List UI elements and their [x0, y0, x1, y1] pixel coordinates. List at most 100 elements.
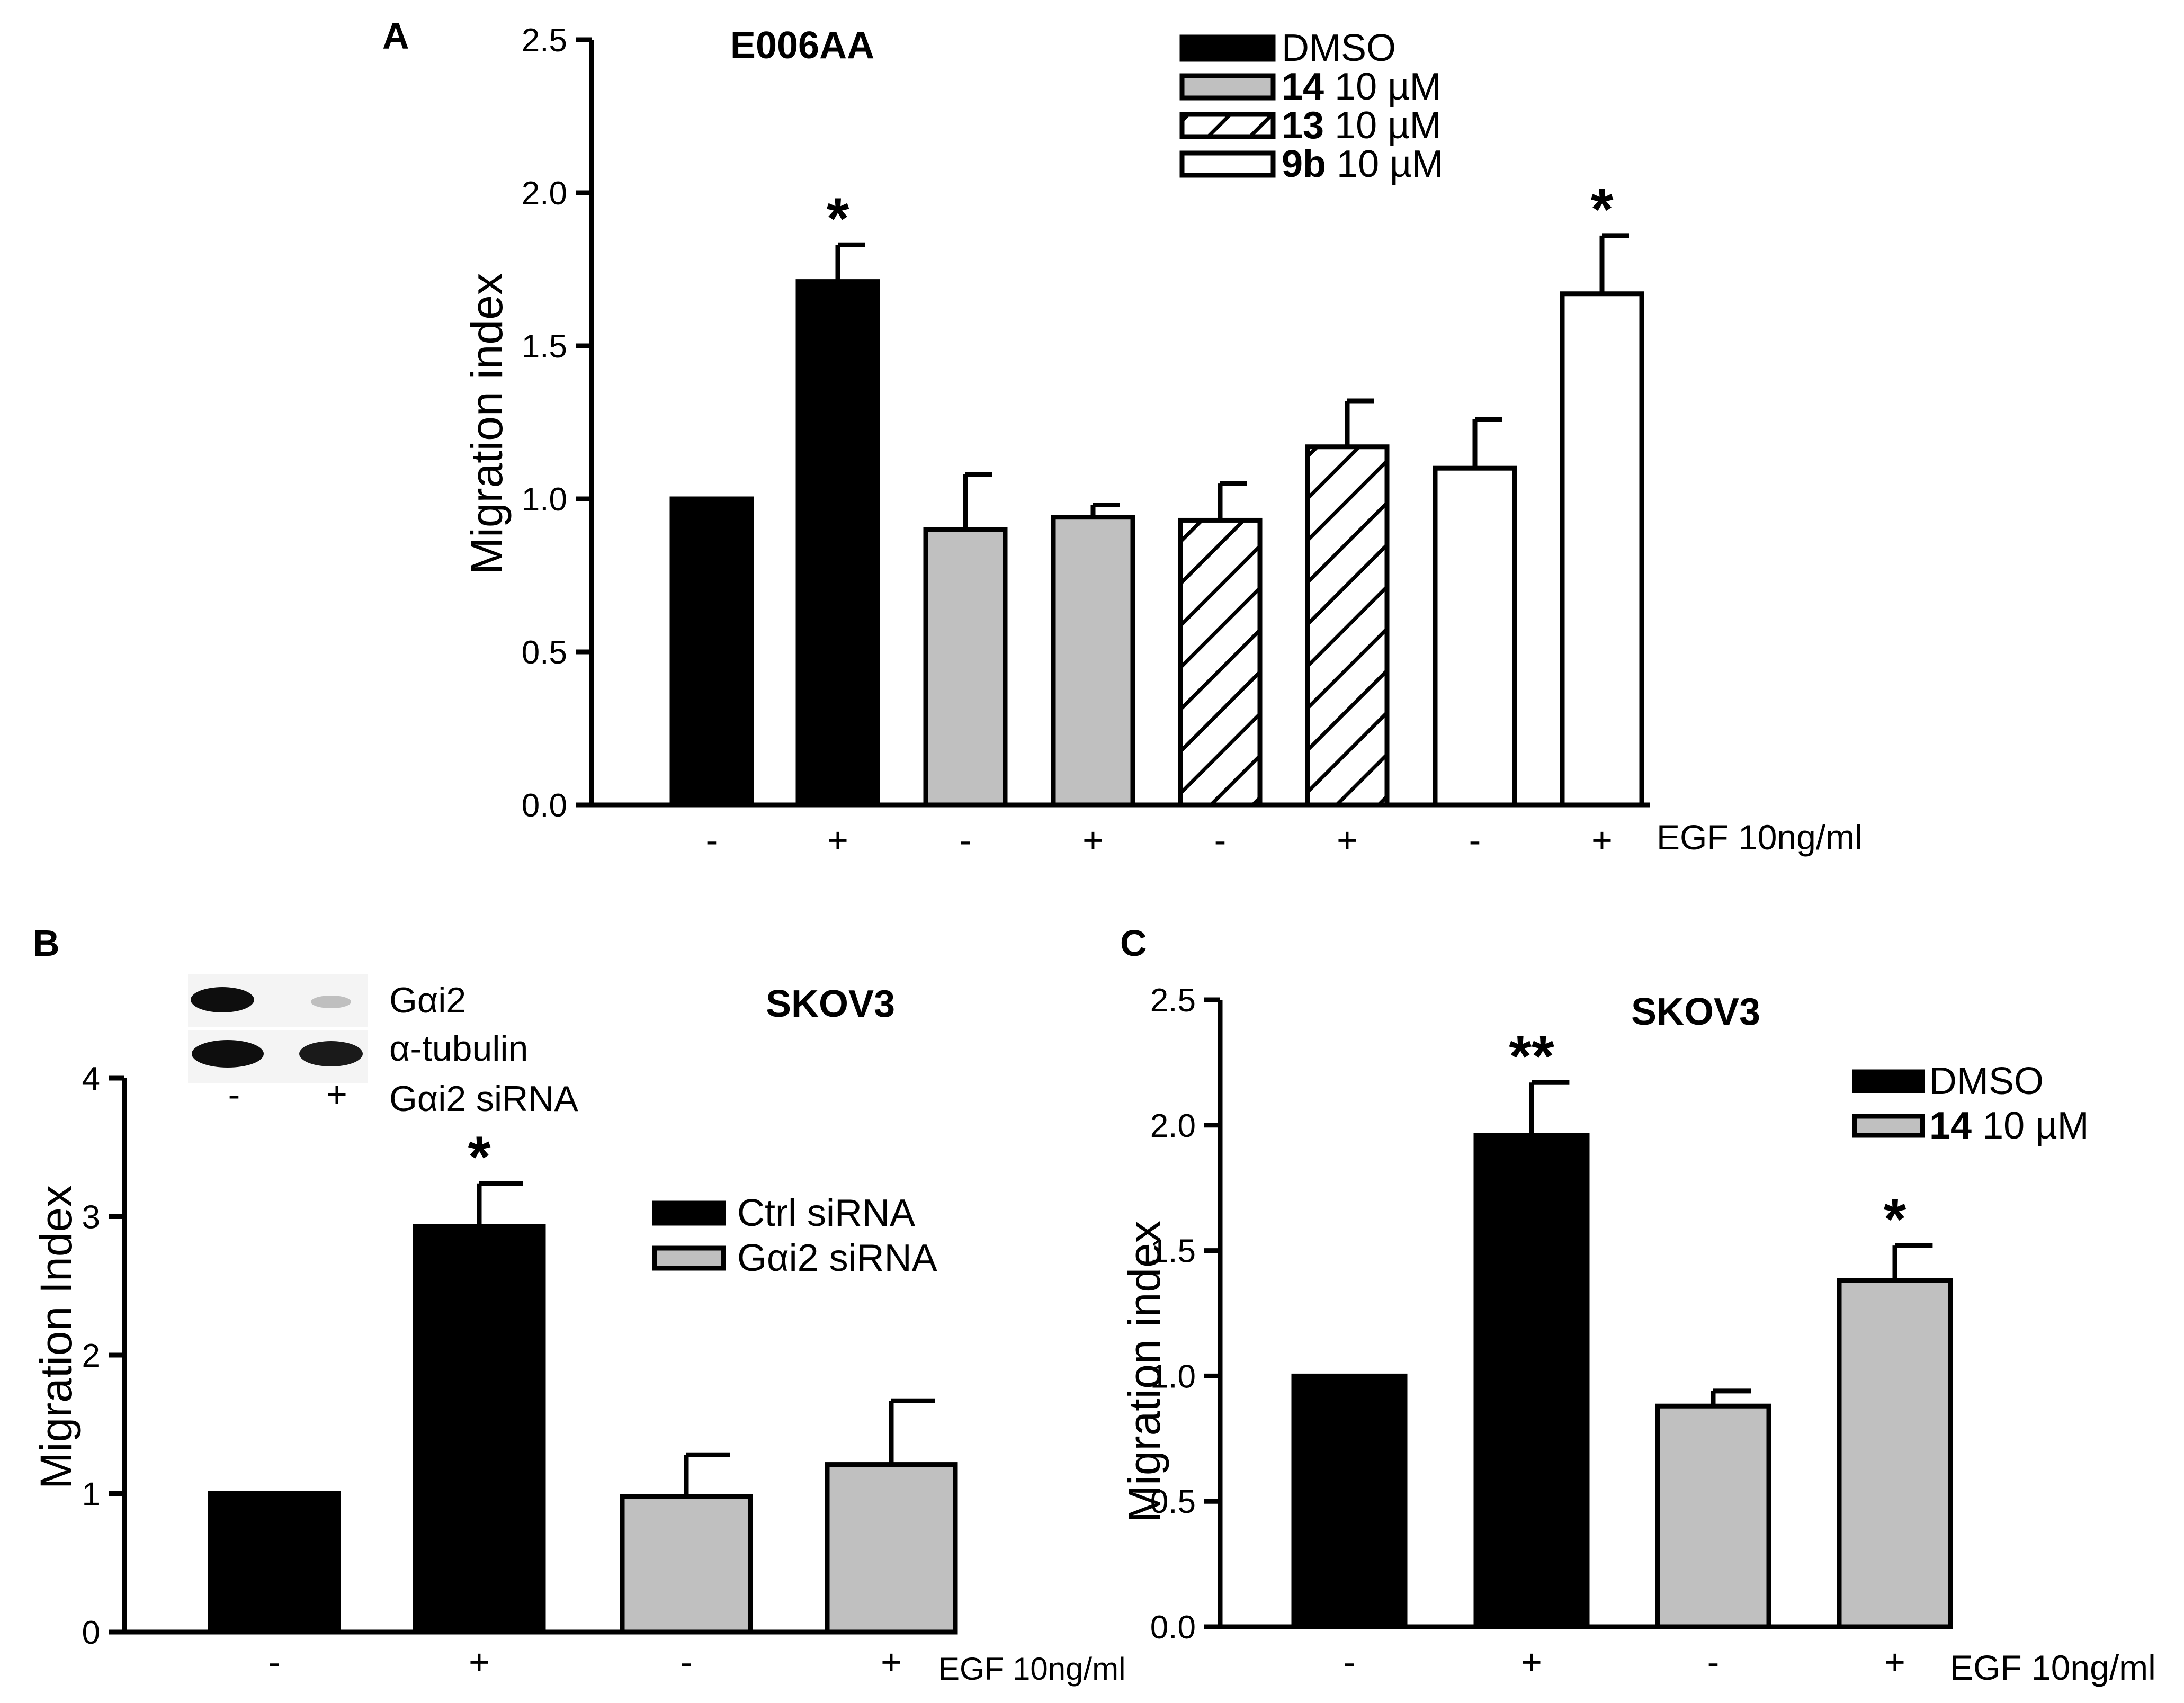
panel-a-y-tick-label: 0.5 — [522, 634, 567, 671]
panel-c-legend-label-2: 14 10 µM — [1929, 1105, 2089, 1147]
panel-b-x-tick-label: + — [881, 1642, 902, 1682]
panel-a-letter: A — [382, 15, 409, 57]
panel-a-bar-6 — [1305, 444, 1390, 808]
blot-lane-plus: + — [326, 1074, 347, 1115]
panel-a-x-tick-label: + — [1591, 820, 1613, 861]
panel-b-bar-4 — [825, 1462, 958, 1635]
panel-c-x-tick-label: - — [1707, 1642, 1720, 1682]
panel-b-legend-swatch-2 — [652, 1245, 726, 1271]
panel-a-significance-2: * — [827, 186, 849, 251]
panel-c-legend-label-1: DMSO — [1929, 1060, 2044, 1103]
panel-c-legend-swatch-1 — [1852, 1069, 1925, 1093]
blot-strip-tubulin — [188, 1030, 368, 1083]
panel-a-x-tick-label: - — [706, 820, 718, 861]
panel-c-significance-4: * — [1884, 1187, 1906, 1252]
panel-a-y-tick-label: 0.0 — [522, 787, 567, 824]
panel-b-y-tick-label: 1 — [82, 1476, 100, 1513]
panel-a-y-tick-label: 2.0 — [522, 175, 567, 212]
panel-b-y-tick-label: 4 — [82, 1061, 100, 1097]
panel-b-bars: - * + - + — [208, 1125, 958, 1682]
panel-c-letter: C — [1120, 922, 1147, 964]
blot-label-gai2: Gαi2 — [389, 980, 466, 1020]
panel-c-y-tick-label: 1.0 — [1150, 1358, 1196, 1395]
panel-a-bar-4 — [1051, 515, 1135, 808]
panel-b-bar-2 — [413, 1224, 546, 1635]
panel-b-letter: B — [33, 922, 60, 964]
blot-strip-gai2 — [188, 974, 368, 1027]
blot-label-tubulin: α-tubulin — [389, 1028, 528, 1069]
panel-a-y-tick-label: 1.0 — [522, 481, 567, 518]
panel-b-significance-2: * — [468, 1125, 491, 1190]
blot-lane-minus: - — [228, 1074, 240, 1115]
panel-a-bar-1 — [669, 496, 754, 808]
panel-b-y-tick-label: 0 — [82, 1615, 100, 1651]
panel-c-x-tick-label: + — [1884, 1642, 1905, 1682]
panel-a-y-axis-label: Migration index — [462, 273, 512, 575]
panel-c-x-tick-label: - — [1344, 1642, 1356, 1682]
panel-c-y-axis-label: Migration index — [1120, 1221, 1169, 1522]
panel-c-axes: 0.0 0.5 1.0 1.5 2.0 2.5 — [1150, 982, 1949, 1646]
panel-c-legend-swatch-2 — [1852, 1114, 1925, 1138]
blot-row-label: Gαi2 siRNA — [389, 1079, 578, 1119]
panel-c-bar-1 — [1291, 1373, 1408, 1629]
panel-a-bar-7 — [1433, 465, 1517, 808]
panel-b-legend-label-2: Gαi2 siRNA — [737, 1237, 937, 1279]
panel-c-bar-3 — [1655, 1403, 1771, 1629]
panel-a: A E006AA Migration index EGF 10ng/ml 0.0… — [382, 15, 1863, 861]
panel-a-legend-label-4: 9b 10 µM — [1282, 143, 1444, 185]
panel-c-y-tick-label: 1.5 — [1150, 1233, 1196, 1270]
panel-a-axes: 0.0 0.5 1.0 1.5 2.0 2.5 — [522, 22, 1650, 824]
panel-b-legend-label-1: Ctrl siRNA — [737, 1192, 915, 1234]
panel-c-y-tick-label: 0.5 — [1150, 1484, 1196, 1520]
panel-c-bars: - ** + - * + — [1291, 1024, 1953, 1682]
panel-b-y-tick-label: 2 — [82, 1338, 100, 1374]
panel-b-title: SKOV3 — [766, 983, 895, 1025]
panel-a-treatment-label: EGF 10ng/ml — [1657, 818, 1863, 857]
panel-b-y-axis-label: Migration Index — [31, 1185, 81, 1489]
panel-c-bar-2 — [1473, 1133, 1590, 1629]
panel-c-y-tick-label: 2.5 — [1150, 982, 1196, 1019]
panel-a-legend-label-3: 13 10 µM — [1282, 104, 1442, 147]
panel-b-legend-swatch-1 — [652, 1200, 726, 1226]
panel-a-y-tick-label: 2.5 — [522, 22, 567, 59]
panel-a-legend-label-2: 14 10 µM — [1282, 66, 1442, 108]
panel-a-legend-swatch-3 — [1179, 112, 1276, 139]
panel-a-legend-swatch-2 — [1179, 73, 1276, 101]
panel-b-x-tick-label: - — [681, 1642, 693, 1682]
panel-c-bar-4 — [1837, 1278, 1953, 1629]
panel-c: C SKOV3 Migration index EGF 10ng/ml 0.00… — [1120, 922, 2156, 1687]
panel-c-y-tick-label: 0.0 — [1150, 1609, 1196, 1646]
panel-c-x-tick-label: + — [1521, 1642, 1542, 1682]
panel-a-x-tick-label: + — [1337, 820, 1358, 861]
panel-a-legend-swatch-1 — [1179, 34, 1276, 62]
panel-a-title: E006AA — [730, 24, 874, 67]
panel-a-significance-8: * — [1591, 177, 1614, 242]
panel-a-bar-8 — [1560, 291, 1644, 808]
panel-a-legend-swatch-4 — [1179, 150, 1276, 178]
panel-a-x-tick-label: + — [827, 820, 848, 861]
panel-b-x-tick-label: - — [268, 1642, 281, 1682]
panel-a-x-tick-label: + — [1082, 820, 1104, 861]
panel-a-x-tick-label: - — [960, 820, 972, 861]
panel-b-y-tick-label: 3 — [82, 1199, 100, 1236]
panel-c-y-tick-label: 2.0 — [1150, 1108, 1196, 1144]
panel-c-treatment-label: EGF 10ng/ml — [1950, 1648, 2156, 1687]
panel-a-y-tick-label: 1.5 — [522, 328, 567, 365]
panel-a-x-tick-label: - — [1214, 820, 1227, 861]
panel-a-legend-label-1: DMSO — [1282, 27, 1396, 69]
panel-a-bars: - * + - + - + - * + — [669, 177, 1644, 861]
panel-b-treatment-label: EGF 10ng/ml — [938, 1651, 1125, 1687]
panel-b-bar-1 — [208, 1491, 341, 1635]
panel-a-bar-2 — [795, 279, 880, 808]
panel-b-x-tick-label: + — [469, 1642, 490, 1682]
panel-b-bar-3 — [620, 1494, 753, 1635]
panel-b: B SKOV3 Migration Index EGF 10ng/ml Gαi2… — [31, 922, 1125, 1687]
panel-a-x-tick-label: - — [1469, 820, 1481, 861]
panel-c-significance-2: ** — [1509, 1024, 1554, 1089]
panel-c-title: SKOV3 — [1631, 991, 1760, 1033]
panel-a-bar-5 — [1178, 517, 1263, 808]
